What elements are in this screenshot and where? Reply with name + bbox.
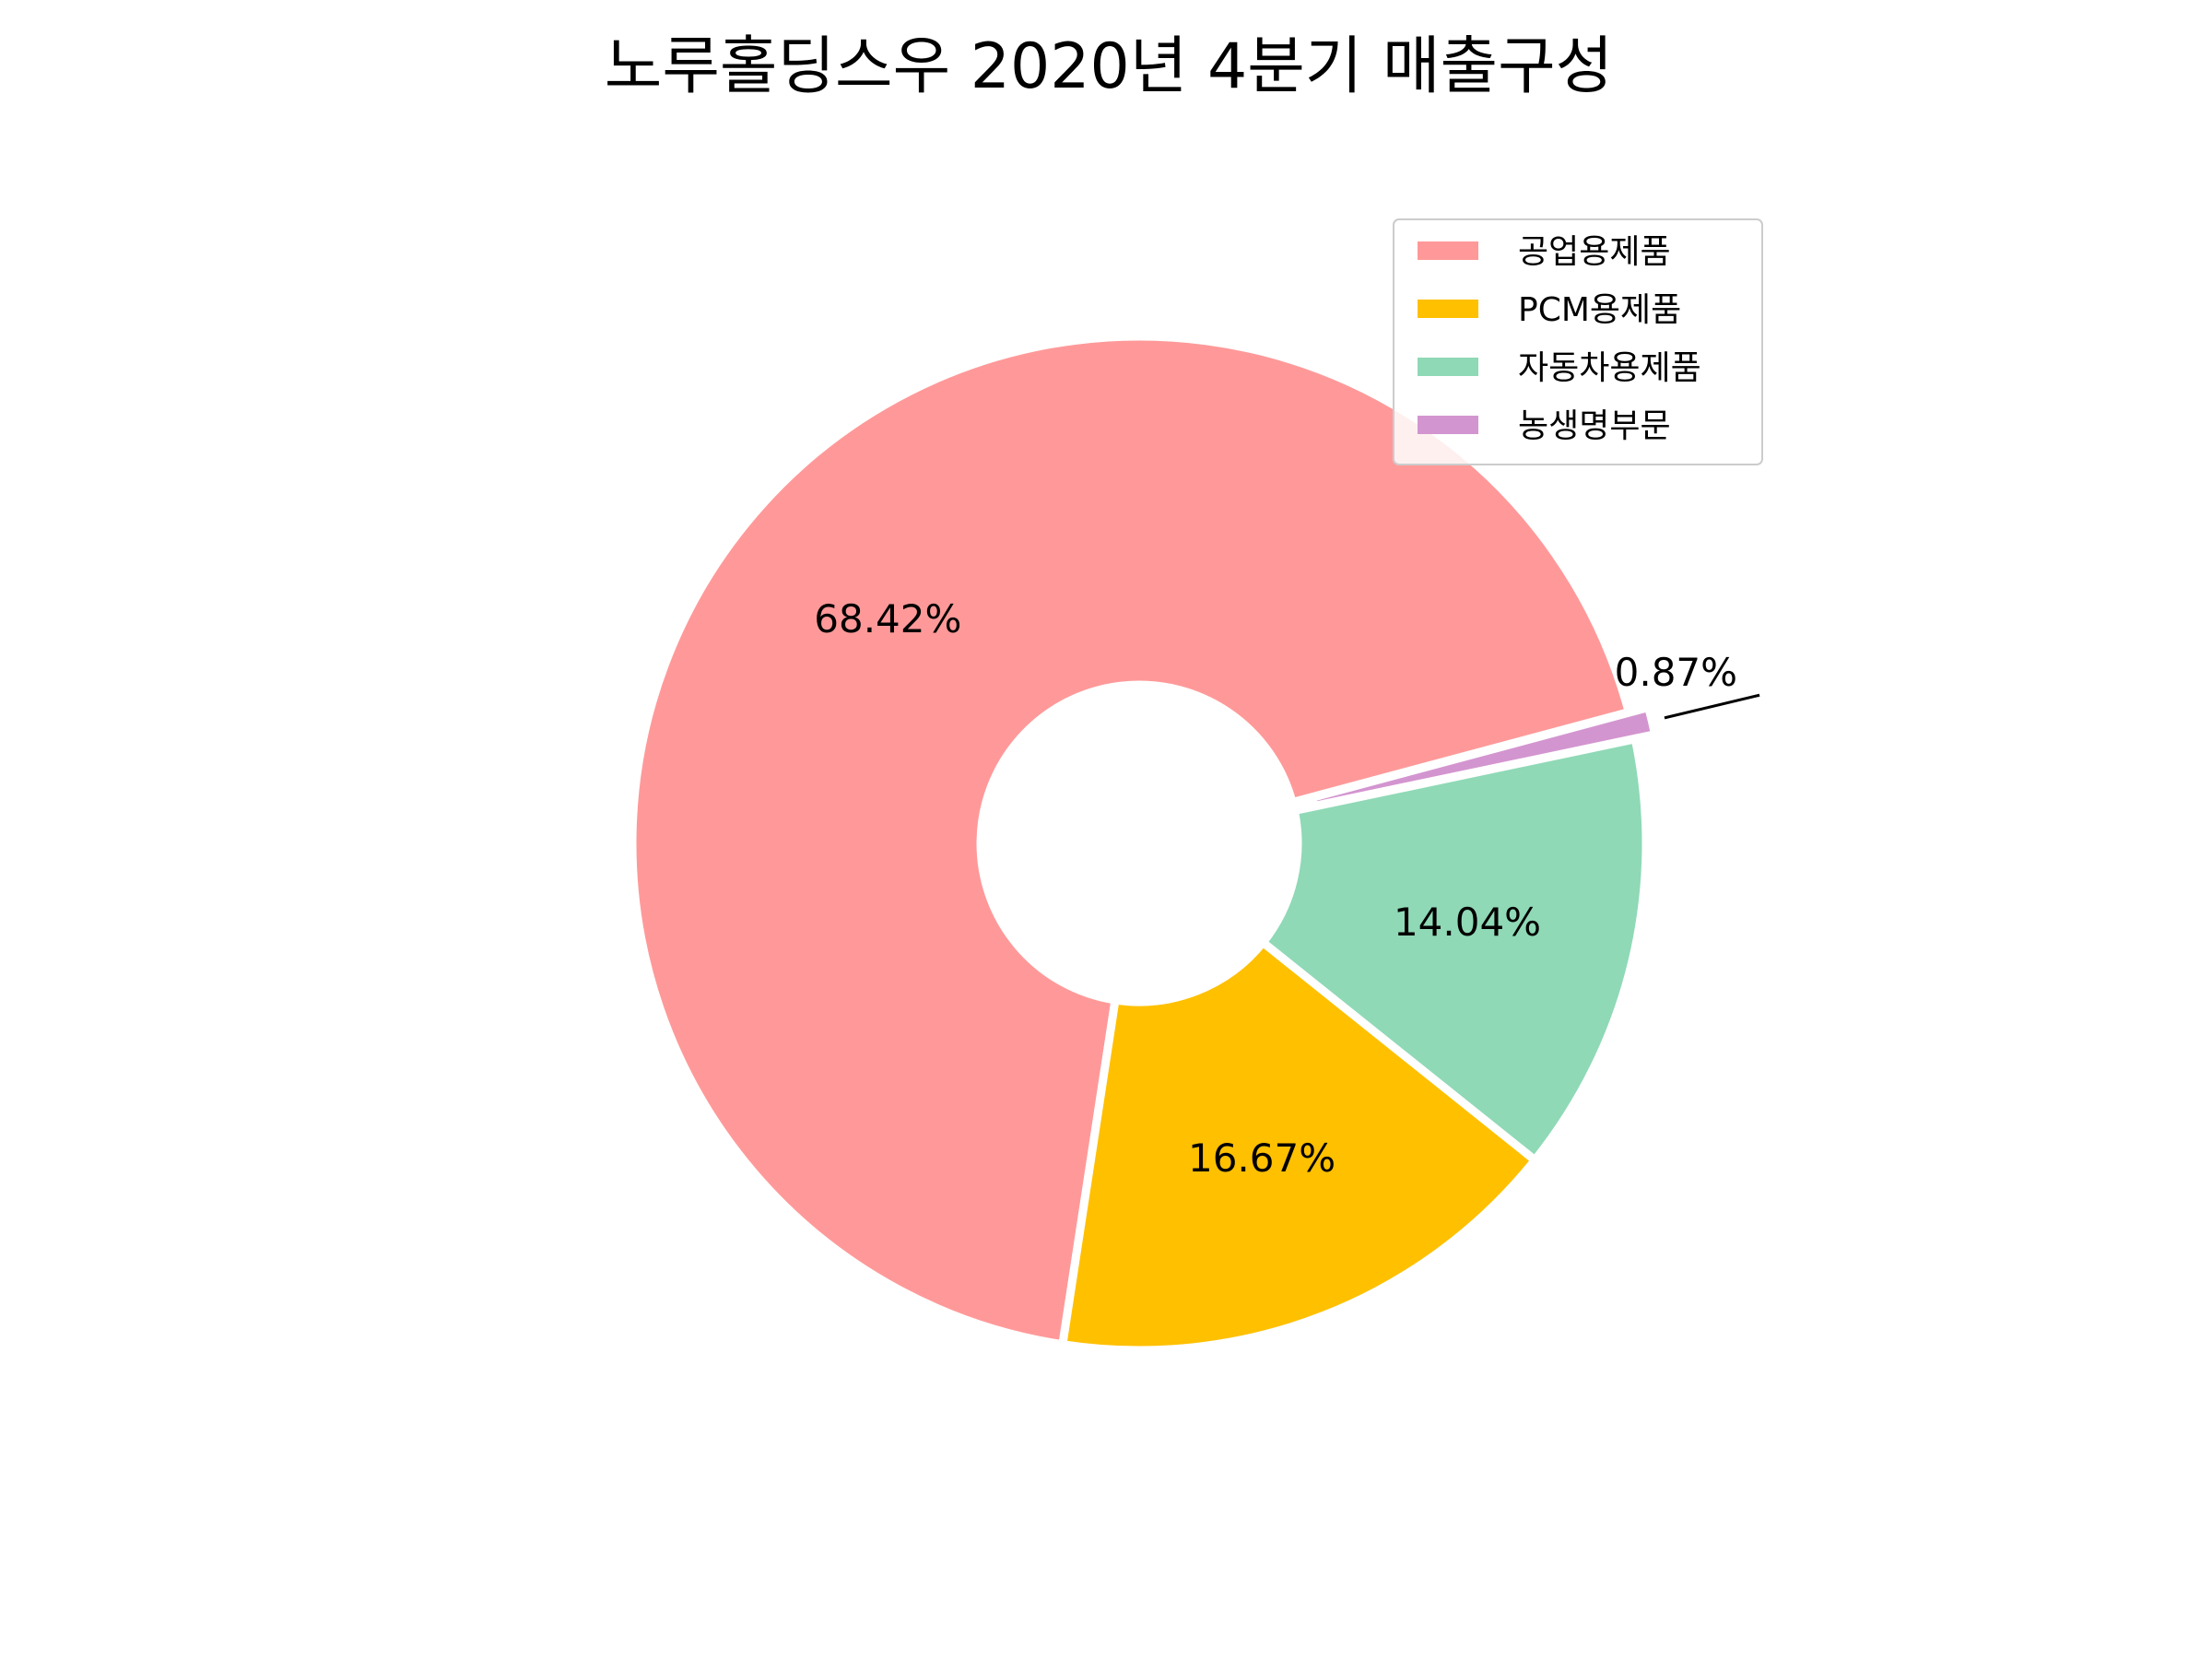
legend-swatch-4 bbox=[1418, 416, 1478, 434]
legend-label-3: 자동차용제품 bbox=[1518, 349, 1701, 387]
leader-line-4 bbox=[1664, 693, 1760, 720]
legend-frame bbox=[1393, 218, 1763, 465]
slice-label-1: 68.42% bbox=[814, 596, 961, 641]
slice-4 bbox=[1308, 703, 1660, 811]
labels-group: 68.42% 16.67% 14.04% 0.87% bbox=[814, 596, 1760, 1181]
slice-3 bbox=[1258, 735, 1651, 1165]
legend-label-2: PCM용제품 bbox=[1518, 291, 1681, 329]
slice-1 bbox=[628, 332, 1633, 1349]
chart-title: 노루홀딩스우 2020년 4분기 매출구성 bbox=[605, 30, 1613, 103]
legend-label-1: 공업용제품 bbox=[1518, 233, 1671, 271]
legend-label-4: 농생명부문 bbox=[1518, 407, 1671, 445]
slice-2 bbox=[1058, 937, 1539, 1355]
legend-swatch-3 bbox=[1418, 358, 1478, 376]
slice-label-4: 0.87% bbox=[1615, 650, 1737, 695]
slice-label-3: 14.04% bbox=[1394, 900, 1541, 945]
slices-group bbox=[628, 332, 1660, 1355]
legend-swatch-2 bbox=[1418, 300, 1478, 318]
legend-swatch-1 bbox=[1418, 241, 1478, 260]
slice-label-2: 16.67% bbox=[1188, 1135, 1335, 1181]
